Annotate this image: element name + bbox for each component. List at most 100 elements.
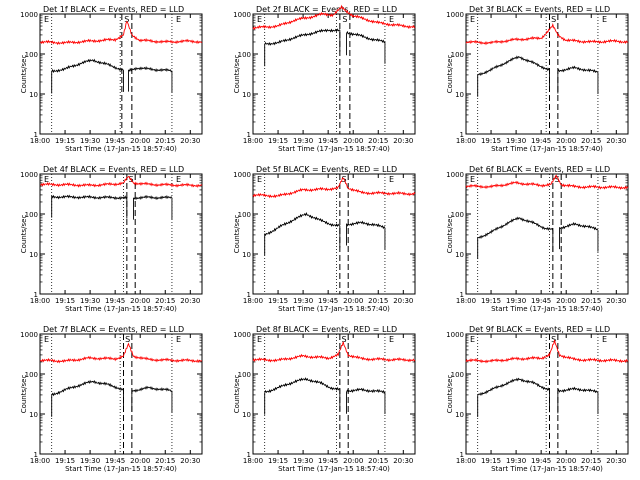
y-tick-label: 1 xyxy=(460,131,464,139)
x-tick-label: 20:30 xyxy=(180,297,200,305)
y-axis-label: Counts/sec xyxy=(20,215,28,254)
marker-label-s: S xyxy=(554,175,559,184)
x-tick-label: 20:00 xyxy=(130,457,150,465)
marker-label-e: E xyxy=(176,335,181,344)
x-tick-label: 19:30 xyxy=(293,457,313,465)
panel-det-3: Det 3f BLACK = Events, RED = LLD 1 10 100 10… xyxy=(446,5,629,153)
y-axis-label: Counts/sec xyxy=(446,215,454,254)
events-series-line xyxy=(477,55,599,76)
lld-series-line xyxy=(465,174,629,191)
panel-det-5: Det 5f BLACK = Events, RED = LLD 1 10 100 10… xyxy=(233,165,416,313)
x-tick-label: 19:45 xyxy=(318,297,338,305)
x-tick-label: 20:00 xyxy=(130,297,150,305)
x-tick-label: 19:15 xyxy=(268,457,288,465)
marker-label-e: E xyxy=(602,335,607,344)
events-series-line xyxy=(51,379,173,397)
y-axis-label: Counts/sec xyxy=(446,375,454,414)
x-tick-label: 19:45 xyxy=(531,297,551,305)
plot-frame xyxy=(465,13,629,135)
y-tick-label: 1000 xyxy=(446,11,464,19)
x-tick-label: 20:30 xyxy=(606,137,626,145)
x-tick-label: 19:15 xyxy=(55,457,75,465)
marker-label-s: S xyxy=(124,15,129,24)
x-tick-label: 19:30 xyxy=(506,137,526,145)
x-axis-label: Start Time (17-Jan-15 18:57:40) xyxy=(491,465,603,473)
x-tick-label: 19:30 xyxy=(80,297,100,305)
panel-title: Det 8f BLACK = Events, RED = LLD xyxy=(256,325,397,334)
x-axis-label: Start Time (17-Jan-15 18:57:40) xyxy=(278,145,390,153)
x-tick-label: 20:00 xyxy=(343,297,363,305)
y-tick-label: 100 xyxy=(238,51,251,59)
x-tick-label: 18:00 xyxy=(456,457,476,465)
x-tick-label: 20:15 xyxy=(368,137,388,145)
y-tick-label: 10 xyxy=(242,411,251,419)
x-tick-label: 19:15 xyxy=(268,137,288,145)
marker-label-s: S xyxy=(125,335,130,344)
x-axis-label: Start Time (17-Jan-15 18:57:40) xyxy=(65,145,177,153)
plot-frame xyxy=(252,173,416,295)
x-tick-label: 20:15 xyxy=(368,297,388,305)
y-tick-label: 1000 xyxy=(446,171,464,179)
plot-frame xyxy=(39,333,203,455)
plot-frame xyxy=(465,173,629,295)
marker-label-s: S xyxy=(551,335,556,344)
x-tick-label: 19:30 xyxy=(293,297,313,305)
x-axis-label: Start Time (17-Jan-15 18:57:40) xyxy=(278,465,390,473)
marker-label-s: S xyxy=(341,335,346,344)
events-series-line xyxy=(477,216,599,239)
y-axis-label: Counts/sec xyxy=(233,215,241,254)
marker-label-e: E xyxy=(602,175,607,184)
y-tick-label: 10 xyxy=(455,91,464,99)
x-tick-label: 19:15 xyxy=(481,297,501,305)
x-tick-label: 20:15 xyxy=(155,297,175,305)
lld-series-line xyxy=(252,341,416,363)
x-tick-label: 20:30 xyxy=(180,457,200,465)
x-tick-label: 19:15 xyxy=(481,137,501,145)
x-axis-label: Start Time (17-Jan-15 18:57:40) xyxy=(278,305,390,313)
y-tick-label: 10 xyxy=(455,251,464,259)
y-tick-label: 10 xyxy=(242,91,251,99)
panel-det-7: Det 7f BLACK = Events, RED = LLD 1 10 100 10… xyxy=(20,325,203,473)
lld-series-line xyxy=(465,339,629,364)
events-series-line xyxy=(51,58,173,74)
x-tick-label: 19:45 xyxy=(105,457,125,465)
lld-series-line xyxy=(39,20,203,46)
y-tick-label: 10 xyxy=(29,411,38,419)
panel-title: Det 3f BLACK = Events, RED = LLD xyxy=(469,5,610,14)
y-tick-label: 1000 xyxy=(233,171,251,179)
x-tick-label: 20:15 xyxy=(368,457,388,465)
x-tick-label: 19:30 xyxy=(80,137,100,145)
panel-det-1: Det 1f BLACK = Events, RED = LLD 1 10 100 10… xyxy=(20,5,203,153)
panel-title: Det 4f BLACK = Events, RED = LLD xyxy=(43,165,184,174)
events-series-line xyxy=(51,194,173,201)
panel-title: Det 7f BLACK = Events, RED = LLD xyxy=(43,325,184,334)
x-axis-label: Start Time (17-Jan-15 18:57:40) xyxy=(491,305,603,313)
x-tick-label: 19:30 xyxy=(506,297,526,305)
panel-det-8: Det 8f BLACK = Events, RED = LLD 1 10 100 10… xyxy=(233,325,416,473)
marker-label-e: E xyxy=(470,175,475,184)
x-tick-label: 19:30 xyxy=(293,137,313,145)
lld-series-line xyxy=(465,22,629,46)
plot-frame xyxy=(252,333,416,455)
x-tick-label: 19:45 xyxy=(105,137,125,145)
x-tick-label: 19:15 xyxy=(481,457,501,465)
x-tick-label: 18:00 xyxy=(243,457,263,465)
x-tick-label: 19:15 xyxy=(55,297,75,305)
marker-label-e: E xyxy=(470,335,475,344)
x-tick-label: 19:30 xyxy=(80,457,100,465)
events-series-line xyxy=(264,28,386,46)
y-tick-label: 100 xyxy=(238,371,251,379)
lld-series-line xyxy=(40,175,203,188)
y-axis-label: Counts/sec xyxy=(20,55,28,94)
plot-frame xyxy=(252,13,416,135)
y-tick-label: 100 xyxy=(451,51,464,59)
y-tick-label: 1 xyxy=(247,451,251,459)
x-tick-label: 20:15 xyxy=(155,457,175,465)
x-tick-label: 20:30 xyxy=(606,457,626,465)
marker-label-e: E xyxy=(389,335,394,344)
x-tick-label: 20:00 xyxy=(556,137,576,145)
x-axis-label: Start Time (17-Jan-15 18:57:40) xyxy=(65,465,177,473)
y-tick-label: 1000 xyxy=(20,11,38,19)
x-tick-label: 19:45 xyxy=(531,137,551,145)
x-tick-label: 20:00 xyxy=(343,457,363,465)
